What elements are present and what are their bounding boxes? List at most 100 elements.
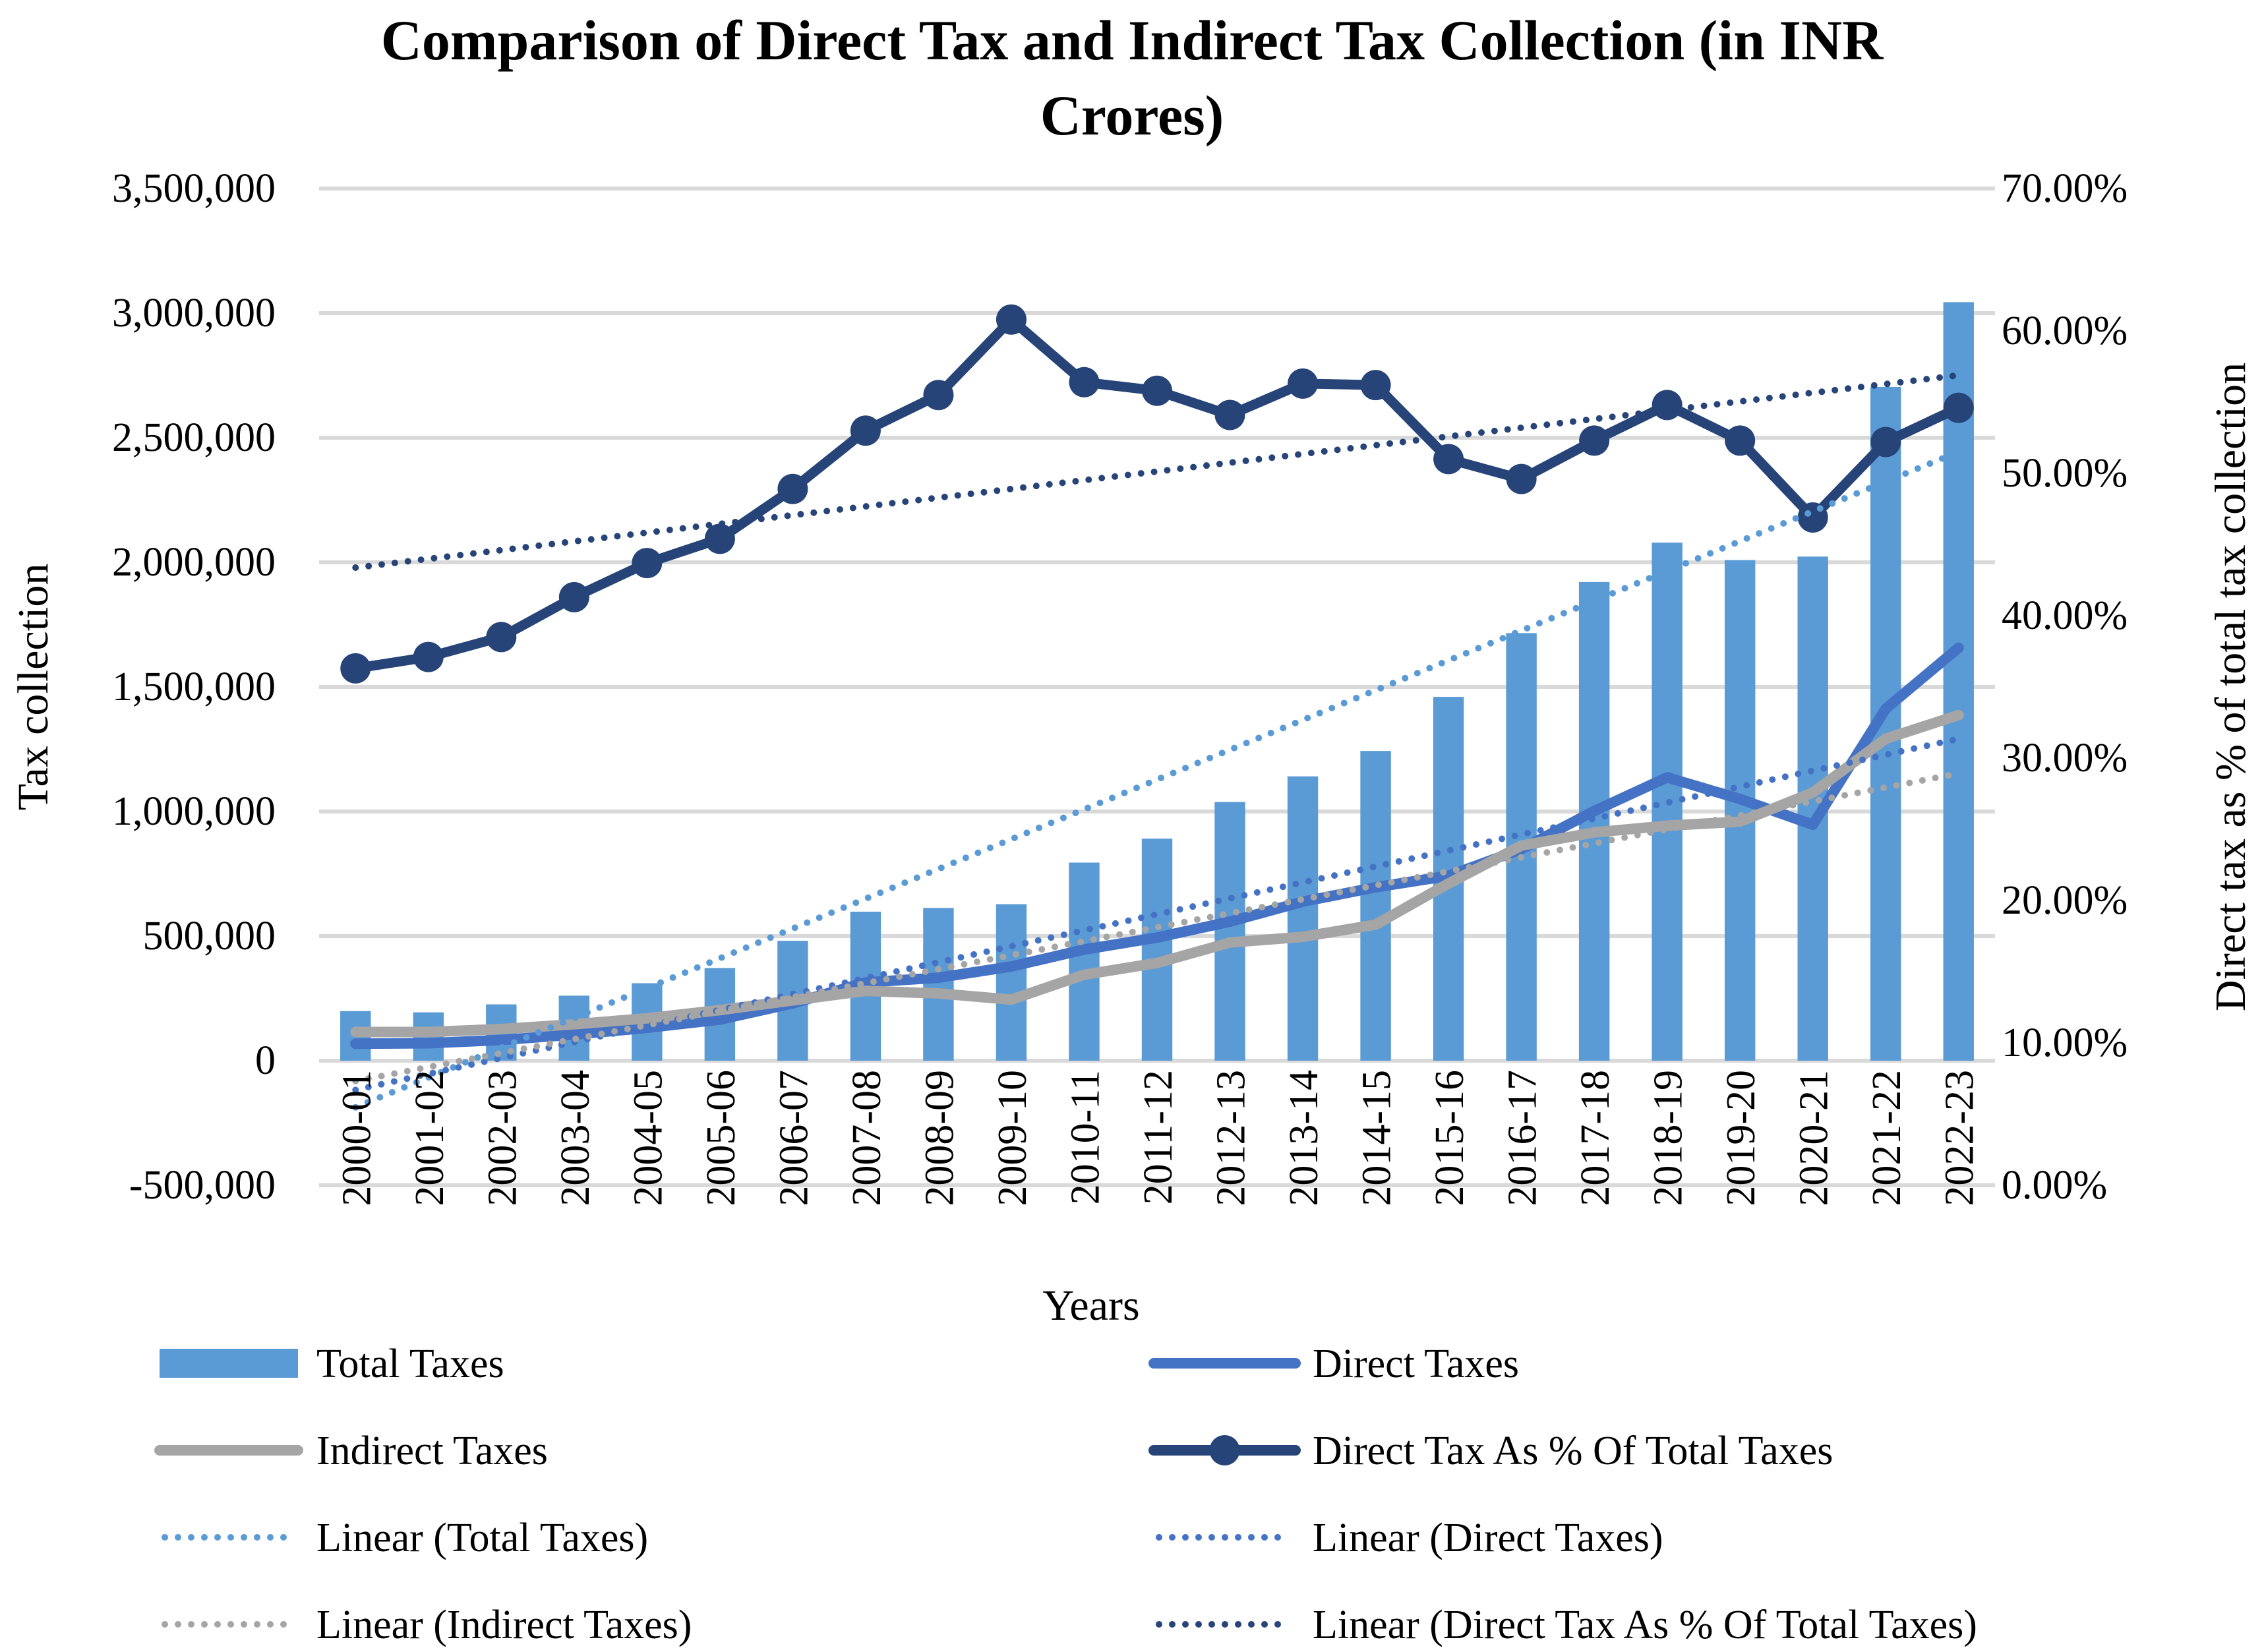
series-lines [340, 304, 1974, 1049]
chart-title-line-1: Comparison of Direct Tax and Indirect Ta… [381, 9, 1884, 72]
data-point-marker [1797, 502, 1828, 533]
data-point-marker [923, 380, 954, 411]
y2-tick-label: 10.00% [2002, 1020, 2128, 1065]
x-tick-label: 2019-20 [1719, 1070, 1764, 1206]
trendline [352, 448, 1962, 1111]
x-tick-label: 2011-12 [1136, 1070, 1181, 1204]
bar-total-taxes [1943, 302, 1974, 1061]
y-tick-label: 2,500,000 [112, 415, 276, 460]
data-point-marker [1288, 368, 1319, 399]
chart-title-line-2: Crores) [1040, 84, 1224, 147]
legend: Total Taxes Direct Taxes Indirect Taxes Dir… [154, 1342, 1977, 1647]
data-point-marker [1360, 370, 1391, 401]
y2-tick-label: 50.00% [2002, 451, 2128, 496]
gridlines [319, 187, 1995, 1187]
data-point-marker [1579, 425, 1610, 456]
y2-axis-title: Direct tax as % of total tax collection [2207, 363, 2255, 1011]
y-tick-label: -500,000 [129, 1163, 276, 1208]
data-point-marker [632, 548, 663, 579]
data-point-marker [996, 304, 1027, 335]
legend-item: Direct Taxes [1148, 1342, 1519, 1386]
x-tick-label: 2003-04 [553, 1070, 598, 1206]
x-tick-label: 2007-08 [845, 1070, 889, 1206]
data-point-marker [777, 473, 808, 504]
x-tick-label: 2000-01 [334, 1070, 379, 1206]
series-line [350, 314, 1964, 674]
data-point-marker [486, 622, 517, 653]
x-tick-label: 2013-14 [1282, 1070, 1326, 1206]
y-tick-label: 0 [255, 1038, 276, 1083]
y-axis-title: Tax collection [9, 564, 57, 811]
y-tick-label: 3,500,000 [112, 166, 276, 211]
bar-total-taxes [1724, 560, 1756, 1061]
y2-tick-label: 20.00% [2002, 878, 2128, 923]
x-tick-label: 2005-06 [699, 1070, 744, 1206]
x-tick-label: 2008-09 [917, 1070, 962, 1206]
y-tick-label: 1,500,000 [112, 664, 276, 709]
data-point-marker [1506, 463, 1537, 494]
trendlines [352, 372, 1962, 1111]
x-tick-label: 2006-07 [771, 1070, 816, 1206]
x-tick-label: 2017-18 [1573, 1070, 1618, 1206]
y2-tick-label: 70.00% [2002, 166, 2128, 211]
x-tick-label: 2004-05 [626, 1070, 670, 1206]
x-tick-label: 2010-11 [1063, 1070, 1108, 1204]
x-tick-label: 2022-23 [1938, 1070, 1982, 1206]
x-tick-label: 2002-03 [480, 1070, 525, 1206]
x-tick-label: 2018-19 [1646, 1070, 1691, 1206]
legend-label: Linear (Direct Taxes) [1313, 1516, 1663, 1560]
bar-total-taxes [1069, 862, 1100, 1061]
legend-item: Linear (Direct Taxes) [1156, 1516, 1663, 1560]
legend-marker [1209, 1435, 1240, 1465]
x-tick-label: 2012-13 [1209, 1070, 1254, 1206]
x-tick-label: 2015-16 [1427, 1070, 1472, 1206]
bar-total-taxes [1287, 776, 1319, 1061]
series-line [350, 642, 1964, 1049]
trendline [352, 372, 1962, 572]
data-point-marker [1725, 425, 1756, 456]
x-tick-label: 2001-02 [407, 1070, 452, 1206]
legend-label: Indirect Taxes [316, 1429, 548, 1473]
data-point-marker [704, 523, 735, 554]
axis-ticks: -500,000 0 500,000 1,000,000 1,500,000 2,000,… [112, 166, 2128, 1208]
data-point-marker [1943, 392, 1974, 423]
bar-total-taxes [1360, 751, 1391, 1061]
legend-item: Linear (Direct Tax As % Of Total Taxes) [1156, 1603, 1977, 1647]
y2-tick-label: 60.00% [2002, 309, 2128, 353]
x-tick-label: 2009-10 [990, 1070, 1035, 1206]
legend-label: Total Taxes [316, 1342, 504, 1386]
y-tick-label: 3,000,000 [112, 291, 276, 336]
x-tick-label: 2016-17 [1501, 1070, 1545, 1206]
y2-tick-label: 0.00% [2002, 1163, 2107, 1208]
legend-label: Linear (Indirect Taxes) [316, 1603, 692, 1647]
trendline [352, 735, 1962, 1094]
legend-label: Direct Tax As % Of Total Taxes [1313, 1429, 1833, 1473]
legend-item: Direct Tax As % Of Total Taxes [1148, 1429, 1833, 1473]
data-point-marker [850, 415, 881, 446]
legend-swatch [160, 1349, 298, 1378]
legend-label: Linear (Total Taxes) [316, 1516, 648, 1560]
data-point-marker [1069, 367, 1100, 398]
y2-tick-label: 30.00% [2002, 736, 2128, 781]
data-point-marker [413, 641, 444, 672]
legend-item: Linear (Total Taxes) [162, 1516, 648, 1560]
data-point-marker [1870, 427, 1901, 457]
legend-item: Linear (Indirect Taxes) [162, 1603, 692, 1647]
x-tick-label: 2014-15 [1355, 1070, 1400, 1206]
trendline [352, 770, 1962, 1084]
legend-item: Total Taxes [160, 1342, 504, 1386]
y-tick-label: 2,000,000 [112, 540, 276, 585]
legend-label: Linear (Direct Tax As % Of Total Taxes) [1313, 1603, 1977, 1647]
data-point-marker [1142, 375, 1172, 406]
data-point-marker [340, 653, 371, 684]
x-axis-title: Years [1042, 1282, 1139, 1330]
x-tick-label: 2021-22 [1864, 1070, 1909, 1206]
data-point-marker [1214, 399, 1245, 430]
data-point-marker [1433, 444, 1464, 475]
bars-total-taxes [340, 302, 1974, 1061]
bar-total-taxes [1214, 802, 1245, 1061]
legend-item: Indirect Taxes [154, 1429, 548, 1473]
legend-label: Direct Taxes [1313, 1342, 1519, 1386]
bar-total-taxes [996, 904, 1027, 1061]
